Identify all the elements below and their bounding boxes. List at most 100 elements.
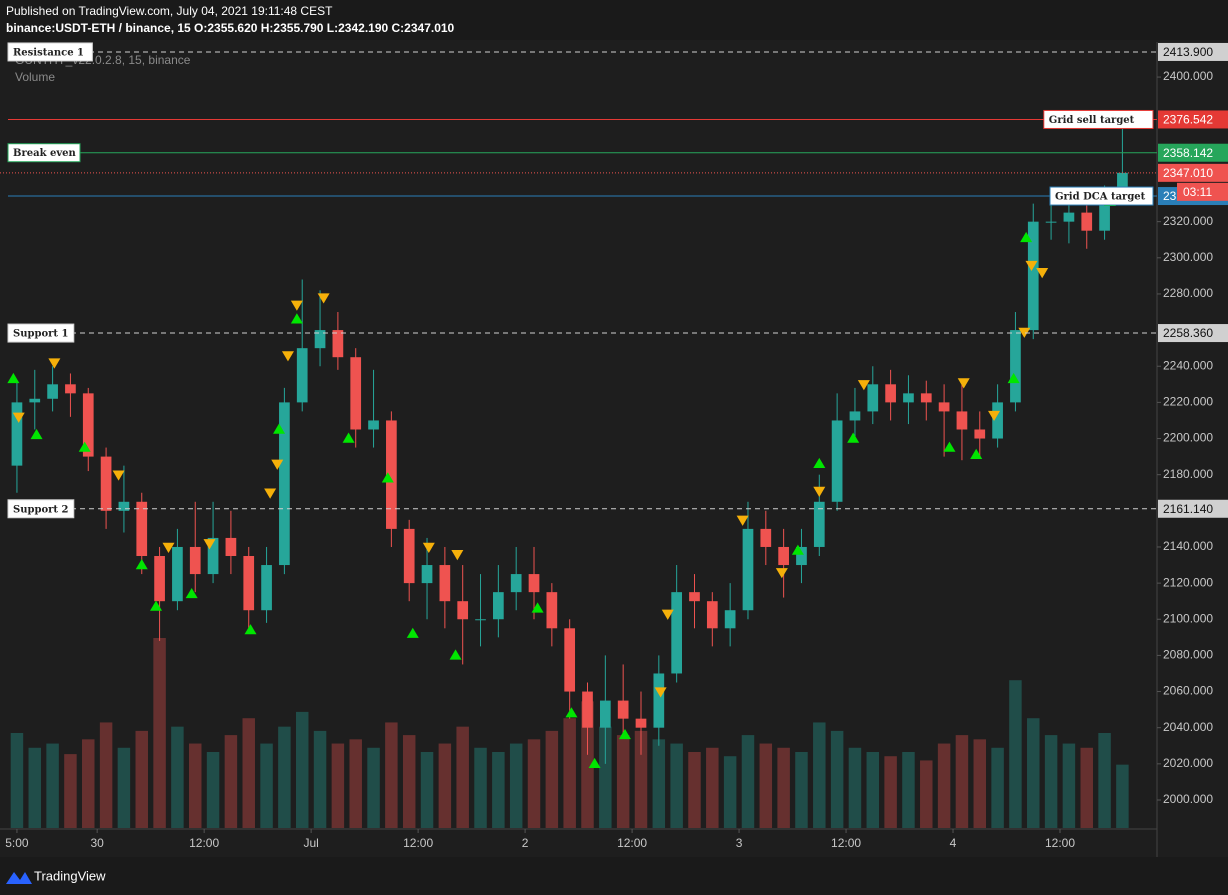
volume-bar xyxy=(688,752,701,828)
y-tick-label: 2300.000 xyxy=(1163,250,1213,264)
level-label: Grid DCA target xyxy=(1055,192,1146,203)
volume-bar xyxy=(741,735,755,828)
sell-signal xyxy=(775,568,788,579)
level-price-label: 2358.142 xyxy=(1163,146,1213,160)
buy-signal xyxy=(135,559,148,570)
candle-body xyxy=(279,402,290,566)
y-tick-label: 2100.000 xyxy=(1163,611,1213,625)
buy-signal xyxy=(381,472,394,483)
volume-bar xyxy=(64,754,77,828)
sell-signal xyxy=(12,412,25,423)
candle-body xyxy=(296,348,308,403)
y-tick-label: 2120.000 xyxy=(1163,575,1213,589)
volume-bar xyxy=(349,739,362,828)
candle-body xyxy=(457,601,469,620)
candle-body xyxy=(920,393,932,403)
buy-signal xyxy=(531,602,544,613)
candle-body xyxy=(813,501,825,547)
candle-body xyxy=(724,610,736,629)
buy-signal xyxy=(588,757,601,769)
candle-body xyxy=(1045,221,1057,223)
candle-body xyxy=(493,592,504,620)
footer-bar xyxy=(0,857,1228,895)
publish-line: Published on TradingView.com, July 04, 2… xyxy=(6,4,333,18)
candle-body xyxy=(350,357,362,430)
candle-body xyxy=(938,402,950,412)
buy-signal xyxy=(813,457,826,469)
buy-signal xyxy=(78,441,91,452)
candle-body xyxy=(1027,221,1039,331)
sell-signal xyxy=(112,470,125,481)
candle-body xyxy=(82,393,94,457)
candle-body xyxy=(386,420,397,529)
candle-body xyxy=(546,592,558,629)
volume-bar xyxy=(1062,743,1076,828)
sell-signal xyxy=(264,488,277,499)
x-tick-label: 5:00 xyxy=(5,836,29,850)
sell-signal xyxy=(281,351,294,362)
candle-body xyxy=(154,556,165,602)
sell-signal xyxy=(203,539,216,550)
y-tick-label: 2280.000 xyxy=(1163,286,1213,300)
volume-bar xyxy=(420,752,434,828)
volume-bar xyxy=(456,726,469,828)
buy-signal xyxy=(847,432,860,443)
buy-signal xyxy=(185,587,198,599)
x-tick-label: 4 xyxy=(950,836,957,850)
volume-bar xyxy=(385,722,398,828)
candle-body xyxy=(867,384,879,412)
sell-signal xyxy=(957,378,970,389)
candle-body xyxy=(1063,212,1075,222)
volume-bar xyxy=(367,747,380,828)
y-tick-label: 2400.000 xyxy=(1163,69,1213,83)
volume-bar xyxy=(1080,747,1093,828)
level-price-tag xyxy=(1158,324,1228,343)
buy-signal xyxy=(970,448,983,459)
buy-signal xyxy=(1007,372,1020,384)
volume-bar xyxy=(313,730,327,828)
volume-label: Volume xyxy=(15,70,55,84)
volume-bar xyxy=(563,718,576,828)
volume-bar xyxy=(242,718,255,828)
volume-bar xyxy=(830,730,844,828)
sell-signal xyxy=(813,486,826,497)
candle-body xyxy=(136,501,148,557)
candle-body xyxy=(706,601,718,629)
sell-signal xyxy=(271,459,284,470)
buy-signal xyxy=(1020,231,1033,243)
y-tick-label: 2080.000 xyxy=(1163,648,1213,662)
candle-body xyxy=(903,393,914,403)
symbol-line: binance:USDT-ETH / binance, 15 O:2355.62… xyxy=(6,21,455,35)
level-price-tag xyxy=(1158,42,1228,61)
level-price-label: 2413.900 xyxy=(1163,45,1213,59)
volume-bar xyxy=(331,743,345,828)
candle-body xyxy=(421,565,433,584)
candle-body xyxy=(599,700,611,728)
candle-body xyxy=(243,556,255,611)
volume-bar xyxy=(902,752,915,828)
sell-signal xyxy=(290,300,303,311)
countdown-label: 03:11 xyxy=(1183,185,1212,199)
volume-bar xyxy=(920,760,933,828)
candle-body xyxy=(510,574,522,593)
volume-bar xyxy=(206,752,220,828)
level-price-label: 2376.542 xyxy=(1163,113,1213,127)
y-tick-label: 2000.000 xyxy=(1163,792,1213,806)
candle-body xyxy=(439,565,451,602)
x-tick-label: 12:00 xyxy=(189,836,219,850)
volume-bar xyxy=(402,735,416,828)
candle-body xyxy=(1099,194,1110,231)
volume-bar xyxy=(866,752,880,828)
level-label-box xyxy=(7,323,75,343)
volume-bar xyxy=(759,743,773,828)
x-tick-label: 12:00 xyxy=(831,836,861,850)
volume-bar xyxy=(82,739,95,828)
volume-bar xyxy=(1027,718,1040,828)
candle-body xyxy=(831,420,843,502)
level-label-box xyxy=(7,499,75,519)
y-tick-label: 2140.000 xyxy=(1163,539,1213,553)
volume-bar xyxy=(634,730,648,828)
level-label: Support 2 xyxy=(13,504,69,515)
logo-icon xyxy=(6,872,32,884)
